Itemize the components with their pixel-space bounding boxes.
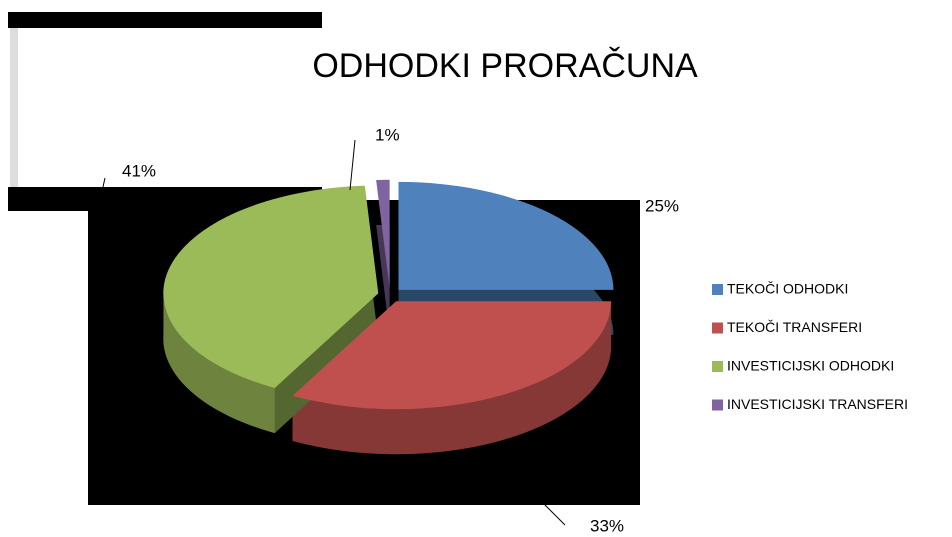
slice xyxy=(292,301,612,410)
legend-label: INVESTICIJSKI ODHODKI xyxy=(727,358,894,374)
legend-swatch xyxy=(712,284,723,295)
legend-label: TEKOČI TRANSFERI xyxy=(727,319,862,335)
leader-line xyxy=(99,177,106,201)
legend-swatch xyxy=(712,322,723,334)
artifact-bar xyxy=(8,12,322,28)
slice-side xyxy=(163,297,275,434)
leader-line xyxy=(539,499,566,526)
data-label: 41% xyxy=(122,161,156,180)
leader-line xyxy=(349,139,356,191)
legend-swatch xyxy=(712,361,723,372)
leader-line xyxy=(589,206,631,211)
data-label: 33% xyxy=(590,516,624,535)
chart-title: ODHODKI PRORAČUNA xyxy=(312,47,698,85)
slice xyxy=(163,185,379,389)
slice xyxy=(398,181,614,290)
data-label: 1% xyxy=(375,125,400,144)
pie xyxy=(163,179,614,455)
legend-label: TEKOČI ODHODKI xyxy=(727,281,848,297)
slice-side xyxy=(292,301,612,455)
slice xyxy=(376,179,390,288)
legend-swatch xyxy=(712,399,723,411)
legend-label: INVESTICIJSKI TRANSFERI xyxy=(727,396,908,412)
data-label: 25% xyxy=(645,196,679,215)
artifact-line xyxy=(10,28,18,188)
